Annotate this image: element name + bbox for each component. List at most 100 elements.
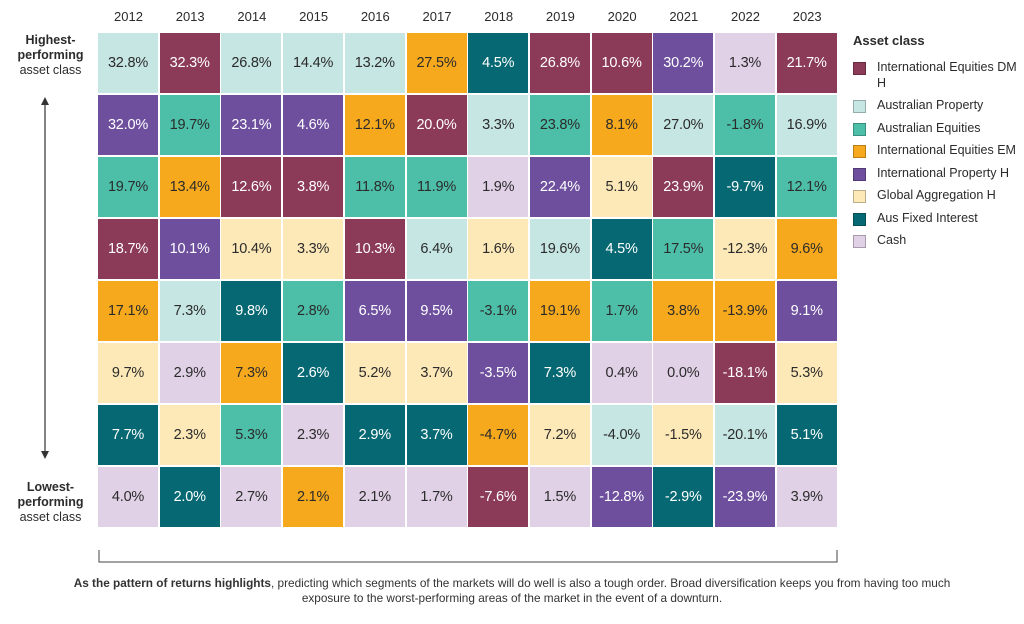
return-cell-2017-rank-3: 11.9% (406, 157, 467, 217)
return-cell-2022-rank-1: 1.3% (715, 33, 775, 93)
return-cell-2016-rank-6: 5.2% (344, 343, 405, 403)
year-label-2018: 2018 (484, 9, 514, 24)
legend-swatch (853, 62, 866, 75)
return-cell-2012-rank-6: 9.7% (98, 343, 158, 403)
year-label-2021: 2021 (669, 9, 699, 24)
legend-item: International Equities EM (853, 143, 1023, 159)
return-cell-2020-rank-6: 0.4% (591, 343, 652, 403)
return-cell-2014-rank-6: 7.3% (221, 343, 282, 403)
legend-swatch (853, 235, 866, 248)
return-cell-2022-rank-5: -13.9% (715, 281, 775, 341)
return-cell-2014-rank-2: 23.1% (221, 95, 282, 155)
return-cell-2016-rank-4: 10.3% (344, 219, 405, 279)
return-cell-2016-rank-3: 11.8% (344, 157, 405, 217)
year-label-2019: 2019 (545, 9, 575, 24)
return-cell-2014-rank-8: 2.7% (221, 467, 282, 527)
return-cell-2021-rank-2: 27.0% (653, 95, 714, 155)
legend-swatch (853, 100, 866, 113)
caption-text: , predicting which segments of the marke… (270, 576, 951, 605)
return-cell-2022-rank-8: -23.9% (715, 467, 775, 527)
return-cell-2019-rank-1: 26.8% (529, 33, 590, 93)
return-cell-2012-rank-5: 17.1% (98, 281, 158, 341)
return-cell-2022-rank-6: -18.1% (715, 343, 775, 403)
return-cell-2018-rank-5: -3.1% (468, 281, 529, 341)
return-cell-2013-rank-8: 2.0% (159, 467, 220, 527)
year-label-2013: 2013 (175, 9, 205, 24)
return-cell-2017-rank-6: 3.7% (406, 343, 467, 403)
legend-label: Australian Equities (877, 120, 981, 135)
year-label-2016: 2016 (360, 9, 390, 24)
legend-item: Global Aggregation H (853, 188, 1023, 204)
return-cell-2022-rank-4: -12.3% (715, 219, 775, 279)
return-cell-2019-rank-5: 19.1% (529, 281, 590, 341)
year-label-2017: 2017 (422, 9, 452, 24)
return-cell-2019-rank-6: 7.3% (529, 343, 590, 403)
return-cell-2014-rank-7: 5.3% (221, 405, 282, 465)
return-cell-2012-rank-7: 7.7% (98, 405, 158, 465)
return-cell-2012-rank-2: 32.0% (98, 95, 158, 155)
return-cell-2015-rank-6: 2.6% (283, 343, 344, 403)
return-cell-2018-rank-1: 4.5% (468, 33, 529, 93)
legend-label: International Equities DM H (877, 60, 1017, 90)
return-cell-2021-rank-7: -1.5% (653, 405, 714, 465)
return-cell-2018-rank-6: -3.5% (468, 343, 529, 403)
legend-swatch (853, 122, 866, 136)
highest-performing-subtitle: asset class (19, 63, 82, 77)
return-cell-2018-rank-8: -7.6% (468, 467, 529, 527)
return-cell-2013-rank-4: 10.1% (159, 219, 220, 279)
legend-item: Australian Equities (853, 121, 1023, 137)
return-cell-2017-rank-4: 6.4% (406, 219, 467, 279)
legend-item: Australian Property (853, 98, 1023, 114)
return-cell-2020-rank-5: 1.7% (591, 281, 652, 341)
legend-label: Aus Fixed Interest (877, 210, 978, 225)
return-cell-2013-rank-2: 19.7% (159, 95, 220, 155)
return-cell-2017-rank-8: 1.7% (406, 467, 467, 527)
return-cell-2021-rank-4: 17.5% (653, 219, 714, 279)
return-cell-2018-rank-2: 3.3% (468, 95, 529, 155)
return-cell-2014-rank-4: 10.4% (221, 219, 282, 279)
return-cell-2023-rank-1: 21.7% (776, 33, 837, 93)
return-cell-2019-rank-8: 1.5% (529, 467, 590, 527)
return-cell-2015-rank-5: 2.8% (283, 281, 344, 341)
caption-bold: As the pattern of returns highlights (73, 576, 271, 590)
year-label-2020: 2020 (607, 9, 637, 24)
return-cell-2014-rank-3: 12.6% (221, 157, 282, 217)
legend-swatch (853, 190, 866, 203)
return-cell-2023-rank-3: 12.1% (776, 157, 837, 217)
return-cell-2019-rank-2: 23.8% (529, 95, 590, 155)
return-cell-2021-rank-6: 0.0% (653, 343, 714, 403)
return-cell-2020-rank-8: -12.8% (591, 467, 652, 527)
return-cell-2016-rank-7: 2.9% (344, 405, 405, 465)
return-cell-2012-rank-8: 4.0% (98, 467, 158, 527)
return-cell-2015-rank-4: 3.3% (283, 219, 344, 279)
return-cell-2020-rank-1: 10.6% (591, 33, 652, 93)
legend-swatch (853, 167, 866, 181)
return-cell-2021-rank-3: 23.9% (653, 157, 714, 217)
year-label-2022: 2022 (731, 9, 760, 24)
lowest-performing-title: Lowest-performing (17, 480, 84, 509)
return-cell-2014-rank-1: 26.8% (221, 33, 282, 93)
return-cell-2020-rank-2: 8.1% (591, 95, 652, 155)
return-cell-2019-rank-4: 19.6% (529, 219, 590, 279)
return-cell-2015-rank-3: 3.8% (283, 157, 344, 217)
legend-title: Asset class (853, 33, 925, 48)
legend-swatch (853, 145, 866, 158)
return-cell-2021-rank-5: 3.8% (653, 281, 714, 341)
return-cell-2022-rank-3: -9.7% (715, 157, 775, 217)
legend-label: International Property H (877, 165, 1010, 180)
return-cell-2014-rank-5: 9.8% (221, 281, 282, 341)
return-cell-2012-rank-4: 18.7% (98, 219, 158, 279)
return-cell-2020-rank-3: 5.1% (591, 157, 652, 217)
return-cell-2013-rank-5: 7.3% (159, 281, 220, 341)
return-cell-2012-rank-1: 32.8% (98, 33, 158, 93)
legend-items: International Equities DM H Australian Pr… (853, 60, 1023, 249)
legend-label: International Equities EM (877, 143, 1016, 157)
legend: Asset class International Equities DM H A… (853, 33, 1023, 256)
return-cell-2022-rank-7: -20.1% (715, 405, 775, 465)
highest-performing-title: Highest-performing (17, 33, 84, 62)
return-cell-2021-rank-8: -2.9% (653, 467, 714, 527)
return-cell-2018-rank-3: 1.9% (468, 157, 529, 217)
return-cell-2019-rank-7: 7.2% (529, 405, 590, 465)
return-cell-2023-rank-8: 3.9% (776, 467, 837, 527)
year-label-2012: 2012 (114, 9, 143, 24)
